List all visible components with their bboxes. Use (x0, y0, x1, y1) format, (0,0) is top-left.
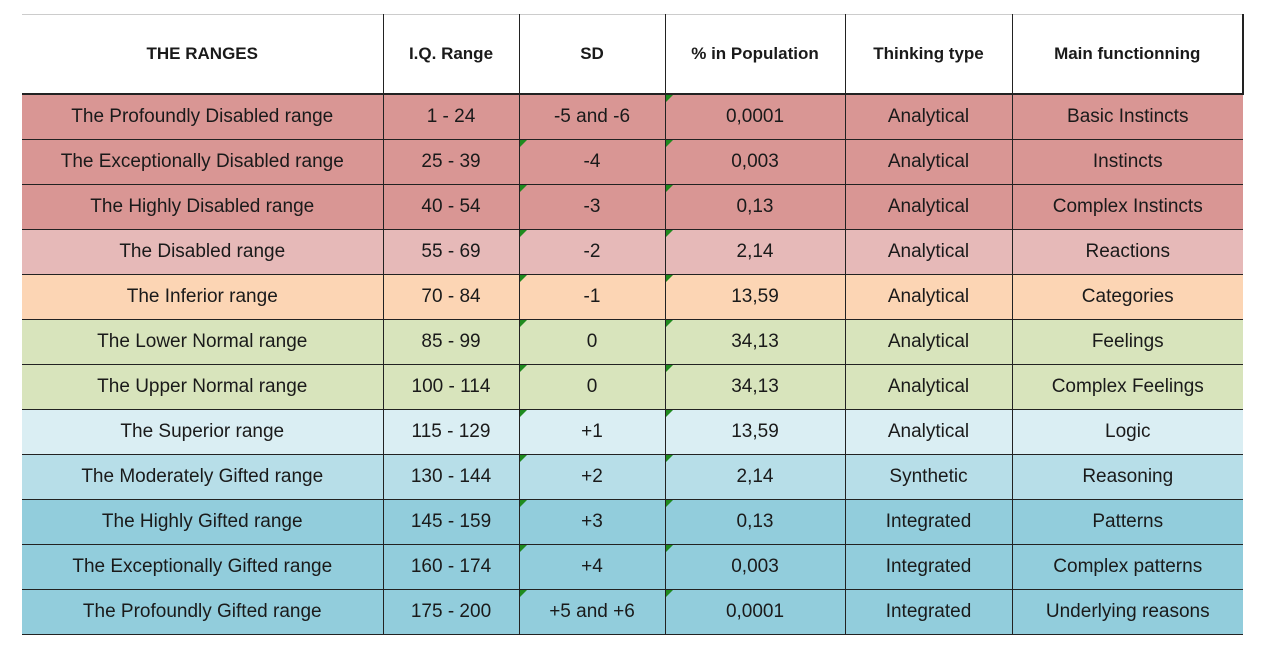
iq-range-cell[interactable]: 100 - 114 (382, 364, 520, 410)
thinking-type-cell[interactable]: Analytical (844, 93, 1013, 140)
sd-cell[interactable]: -4 (518, 139, 666, 185)
range-name-cell[interactable]: The Exceptionally Disabled range (22, 139, 384, 185)
table-row: The Exceptionally Disabled range 25 - 39-… (22, 139, 1243, 185)
population-cell[interactable]: 2,14 (664, 454, 846, 500)
main-functioning-cell[interactable]: Underlying reasons (1011, 589, 1243, 635)
range-name-cell[interactable]: The Profoundly Disabled range (22, 93, 384, 140)
thinking-type-cell[interactable]: Analytical (844, 364, 1013, 410)
iq-range-cell[interactable]: 175 - 200 (382, 589, 520, 635)
sd-cell[interactable]: +4 (518, 544, 666, 590)
iq-range-cell[interactable]: 70 - 84 (382, 274, 520, 320)
main-functioning-cell[interactable]: Patterns (1011, 499, 1243, 545)
thinking-type-cell[interactable]: Analytical (844, 274, 1013, 320)
iq-range-cell[interactable]: 130 - 144 (382, 454, 520, 500)
sd-cell[interactable]: 0 (518, 364, 666, 410)
sd-cell[interactable]: +5 and +6 (518, 589, 666, 635)
thinking-type-cell[interactable]: Analytical (844, 229, 1013, 275)
thinking-type-cell[interactable]: Synthetic (844, 454, 1013, 500)
population-cell[interactable]: 34,13 (664, 319, 846, 365)
header-population: % in Population (664, 14, 846, 95)
range-name-cell[interactable]: The Inferior range (22, 274, 384, 320)
table-row: The Superior range 115 - 129 +1 13,59 Analyt… (22, 409, 1243, 455)
population-cell[interactable]: 0,13 (664, 499, 846, 545)
table-row: The Moderately Gifted range 130 - 144 +2 2,… (22, 454, 1243, 500)
main-functioning-cell[interactable]: Complex Instincts (1011, 184, 1243, 230)
population-cell[interactable]: 0,0001 (664, 589, 846, 635)
header-ranges: THE RANGES (22, 14, 384, 95)
population-cell[interactable]: 0,0001 (664, 93, 846, 140)
thinking-type-cell[interactable]: Integrated (844, 589, 1013, 635)
sd-cell[interactable]: +2 (518, 454, 666, 500)
iq-range-cell[interactable]: 1 - 24 (382, 93, 520, 140)
iq-range-cell[interactable]: 115 - 129 (382, 409, 520, 455)
table-row: The Exceptionally Gifted range 160 - 174 +… (22, 544, 1243, 590)
header-thinking-type: Thinking type (844, 14, 1013, 95)
iq-range-cell[interactable]: 145 - 159 (382, 499, 520, 545)
thinking-type-cell[interactable]: Analytical (844, 184, 1013, 230)
thinking-type-cell[interactable]: Integrated (844, 499, 1013, 545)
population-cell[interactable]: 13,59 (664, 409, 846, 455)
population-cell[interactable]: 0,003 (664, 544, 846, 590)
sd-cell[interactable]: -1 (518, 274, 666, 320)
table-row: The Highly Gifted range 145 - 159 +3 0,13 In… (22, 499, 1243, 545)
range-name-cell[interactable]: The Disabled range (22, 229, 384, 275)
header-row: THE RANGES I.Q. Range SD% in Population Thi… (22, 14, 1244, 95)
iq-range-cell[interactable]: 40 - 54 (382, 184, 520, 230)
sd-cell[interactable]: -2 (518, 229, 666, 275)
iq-ranges-table: THE RANGES I.Q. Range SD% in Population Thi… (22, 14, 1244, 635)
sd-cell[interactable]: 0 (518, 319, 666, 365)
main-functioning-cell[interactable]: Reasoning (1011, 454, 1243, 500)
table-row: The Disabled range 55 - 69 -2 2,14 Analytica… (22, 229, 1243, 275)
table-row: The Lower Normal range 85 - 99 0 34,13 Analy… (22, 319, 1243, 365)
iq-range-cell[interactable]: 25 - 39 (382, 139, 520, 185)
thinking-type-cell[interactable]: Analytical (844, 319, 1013, 365)
main-functioning-cell[interactable]: Complex Feelings (1011, 364, 1243, 410)
population-cell[interactable]: 2,14 (664, 229, 846, 275)
header-iq-range: I.Q. Range (382, 14, 520, 95)
table-row: The Upper Normal range 100 - 114 0 34,13 Ana… (22, 364, 1243, 410)
range-name-cell[interactable]: The Lower Normal range (22, 319, 384, 365)
population-cell[interactable]: 0,13 (664, 184, 846, 230)
population-cell[interactable]: 34,13 (664, 364, 846, 410)
table-row: The Inferior range 70 - 84 -1 13,59 Analytic… (22, 274, 1243, 320)
thinking-type-cell[interactable]: Analytical (844, 409, 1013, 455)
sd-cell[interactable]: -3 (518, 184, 666, 230)
header-sd: SD (518, 14, 666, 95)
main-functioning-cell[interactable]: Categories (1011, 274, 1243, 320)
sd-cell[interactable]: +1 (518, 409, 666, 455)
range-name-cell[interactable]: The Highly Gifted range (22, 499, 384, 545)
sd-cell[interactable]: -5 and -6 (518, 93, 666, 140)
header-main-functioning: Main functionning (1011, 14, 1244, 95)
range-name-cell[interactable]: The Superior range (22, 409, 384, 455)
iq-range-cell[interactable]: 160 - 174 (382, 544, 520, 590)
main-functioning-cell[interactable]: Reactions (1011, 229, 1243, 275)
population-cell[interactable]: 13,59 (664, 274, 846, 320)
population-cell[interactable]: 0,003 (664, 139, 846, 185)
iq-range-cell[interactable]: 85 - 99 (382, 319, 520, 365)
range-name-cell[interactable]: The Highly Disabled range (22, 184, 384, 230)
thinking-type-cell[interactable]: Integrated (844, 544, 1013, 590)
range-name-cell[interactable]: The Upper Normal range (22, 364, 384, 410)
thinking-type-cell[interactable]: Analytical (844, 139, 1013, 185)
main-functioning-cell[interactable]: Complex patterns (1011, 544, 1243, 590)
range-name-cell[interactable]: The Profoundly Gifted range (22, 589, 384, 635)
iq-range-cell[interactable]: 55 - 69 (382, 229, 520, 275)
sd-cell[interactable]: +3 (518, 499, 666, 545)
table-row: The Profoundly Gifted range 175 - 200 +5 a… (22, 589, 1243, 635)
main-functioning-cell[interactable]: Logic (1011, 409, 1243, 455)
range-name-cell[interactable]: The Moderately Gifted range (22, 454, 384, 500)
table-row: The Highly Disabled range 40 - 54 -3 0,13 An… (22, 184, 1243, 230)
range-name-cell[interactable]: The Exceptionally Gifted range (22, 544, 384, 590)
main-functioning-cell[interactable]: Basic Instincts (1011, 93, 1243, 140)
main-functioning-cell[interactable]: Feelings (1011, 319, 1243, 365)
table-row: The Profoundly Disabled range 1 - 24 -5 an… (22, 93, 1243, 140)
main-functioning-cell[interactable]: Instincts (1011, 139, 1243, 185)
